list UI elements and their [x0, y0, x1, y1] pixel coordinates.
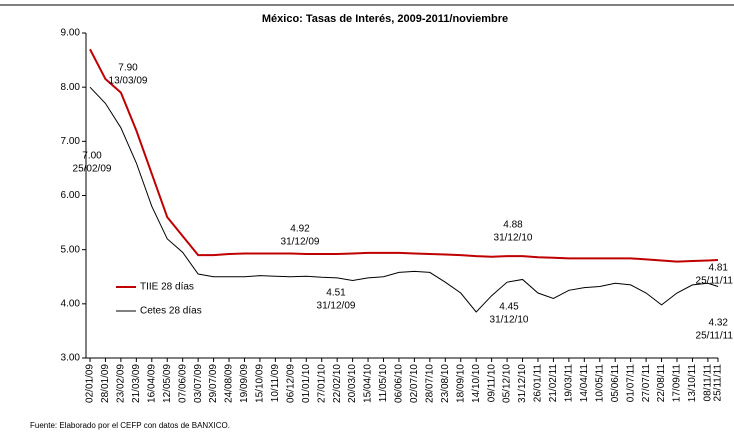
y-tick-label: 8.00 — [61, 82, 81, 93]
x-tick-label: 02/07/10 — [409, 364, 420, 403]
x-tick-label: 18/09/10 — [455, 364, 466, 403]
x-tick-label: 27/01/10 — [316, 364, 327, 403]
annotation-date: 31/12/10 — [494, 233, 533, 244]
x-tick-label: 22/02/10 — [332, 364, 343, 403]
x-tick-label: 10/11/09 — [270, 364, 281, 403]
y-tick-label: 6.00 — [61, 190, 81, 201]
x-tick-label: 17/09/11 — [672, 364, 683, 403]
y-tick-label: 5.00 — [61, 244, 81, 255]
x-tick-label: 13/10/11 — [687, 364, 698, 403]
y-tick-label: 3.00 — [61, 353, 81, 364]
x-tick-label: 19/03/11 — [564, 364, 575, 403]
x-tick-label: 08/11/11 — [703, 364, 714, 402]
x-tick-label: 01/01/10 — [301, 364, 312, 403]
x-tick-label: 24/08/09 — [224, 364, 235, 403]
x-tick-label: 23/08/10 — [440, 364, 451, 403]
x-tick-label: 01/07/11 — [625, 364, 636, 403]
x-tick-label: 22/08/11 — [656, 364, 667, 403]
y-tick-label: 7.00 — [61, 136, 81, 147]
x-tick-label: 11/05/10 — [378, 364, 389, 403]
x-tick-label: 10/05/11 — [594, 364, 605, 403]
annotation-date: 31/12/10 — [490, 315, 529, 326]
x-tick-label: 15/04/10 — [363, 364, 374, 403]
x-tick-label: 15/10/09 — [255, 364, 266, 403]
source-note: Fuente: Elaborado por el CEFP con datos … — [30, 421, 230, 430]
x-tick-label: 02/01/09 — [85, 364, 96, 403]
annotation-value: 4.92 — [290, 224, 310, 235]
x-tick-label: 06/06/10 — [394, 364, 405, 403]
annotation-date: 13/03/09 — [109, 76, 148, 87]
annotation-date: 25/02/09 — [73, 164, 112, 175]
annotation-date: 25/11/11 — [696, 276, 734, 287]
chart-title: México: Tasas de Interés, 2009-2011/novi… — [262, 13, 508, 25]
annotation-value: 4.51 — [326, 288, 346, 299]
annotation-date: 31/12/09 — [281, 237, 320, 248]
series-line — [89, 86, 719, 313]
annotation-date: 25/11/11 — [696, 331, 734, 342]
x-tick-label: 20/03/10 — [347, 364, 358, 403]
x-tick-label: 03/07/09 — [193, 364, 204, 403]
y-tick-label: 4.00 — [61, 298, 81, 309]
x-tick-label: 21/02/11 — [548, 364, 559, 403]
annotation-value: 7.90 — [118, 63, 138, 74]
x-tick-label: 05/12/10 — [502, 364, 513, 403]
y-tick-label: 9.00 — [61, 28, 81, 39]
x-tick-label: 26/01/11 — [533, 364, 544, 403]
annotation-value: 7.00 — [82, 151, 102, 162]
series-line — [89, 48, 719, 263]
annotation-date: 31/12/09 — [317, 301, 356, 312]
x-tick-label: 19/09/09 — [239, 364, 250, 403]
x-tick-label: 31/12/10 — [517, 364, 528, 403]
annotation-value: 4.45 — [499, 302, 519, 313]
x-tick-label: 07/06/09 — [177, 364, 188, 403]
legend-label: Cetes 28 días — [140, 306, 202, 317]
legend-label: TIIE 28 días — [140, 282, 194, 293]
x-tick-label: 21/03/09 — [131, 364, 142, 403]
x-tick-label: 27/07/11 — [641, 364, 652, 403]
x-tick-label: 14/04/11 — [579, 364, 590, 403]
x-tick-label: 05/06/11 — [610, 364, 621, 403]
x-tick-label: 14/10/10 — [471, 364, 482, 403]
x-tick-label: 29/07/09 — [208, 364, 219, 403]
x-tick-label: 12/05/09 — [162, 364, 173, 403]
annotation-value: 4.88 — [503, 220, 523, 231]
x-tick-label: 28/07/10 — [424, 364, 435, 403]
x-tick-label: 25/11/11 — [713, 364, 724, 402]
x-tick-label: 28/01/09 — [100, 364, 111, 403]
annotation-value: 4.32 — [709, 318, 729, 329]
x-tick-label: 23/02/09 — [116, 364, 127, 403]
x-tick-label: 06/12/09 — [285, 364, 296, 403]
annotation-value: 4.81 — [709, 263, 729, 274]
x-tick-label: 16/04/09 — [146, 364, 157, 403]
x-tick-label: 09/11/10 — [486, 364, 497, 403]
